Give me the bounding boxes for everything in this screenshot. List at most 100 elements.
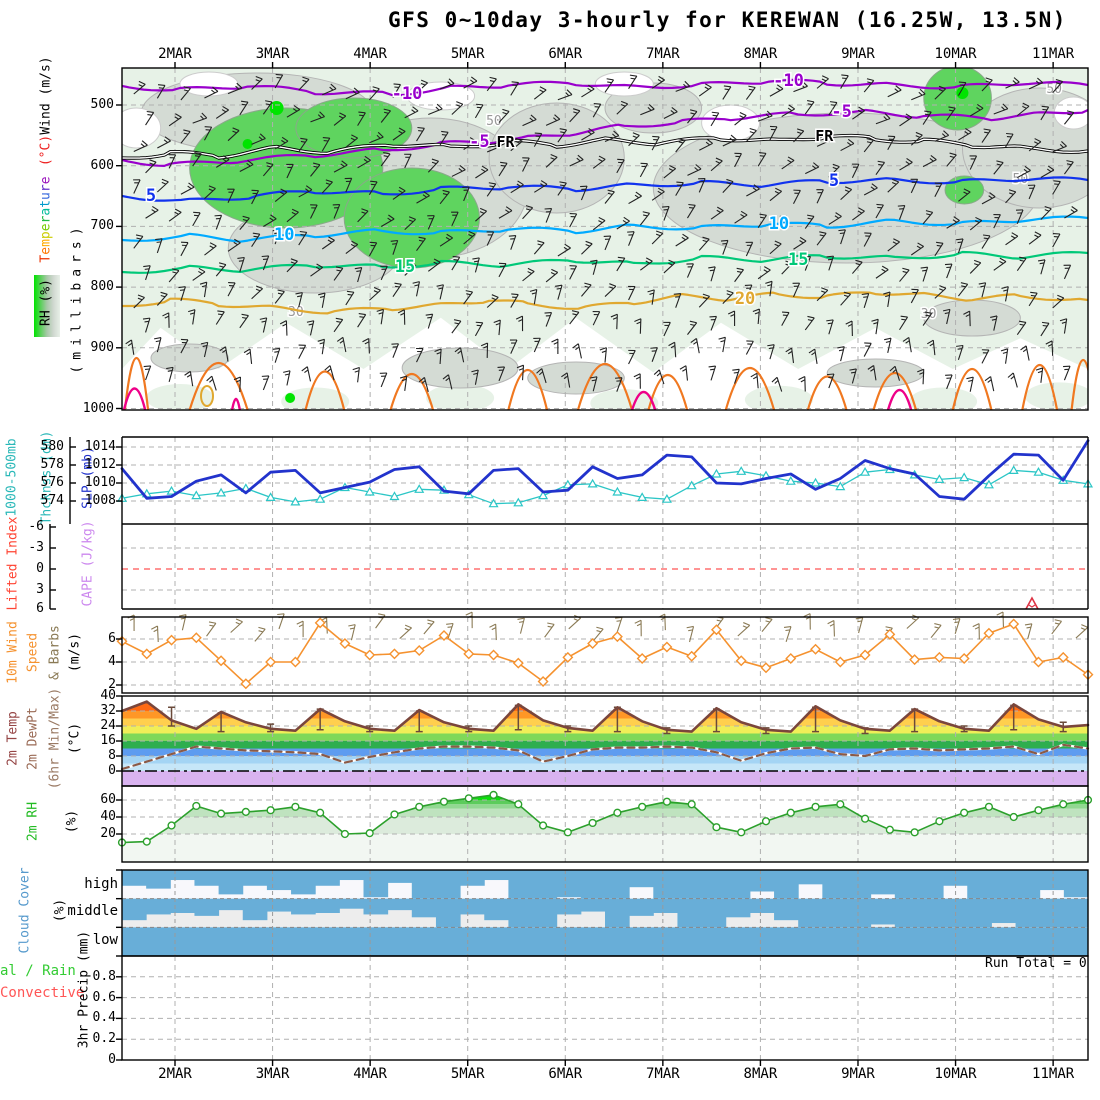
temperature-letter: e	[38, 246, 54, 255]
slp-tick-label: 1010	[84, 475, 116, 490]
slp-tick-label: 1012	[84, 457, 116, 472]
svg-text:50: 50	[486, 114, 502, 129]
thickness-tick-label: 574	[40, 493, 64, 508]
temp-tick-label: 8	[108, 748, 116, 763]
temperature-letter: a	[38, 207, 54, 216]
precip-tick-label: 0.6	[92, 989, 116, 1005]
date-label-bottom: 11MAR	[1032, 1066, 1075, 1082]
pressure-tick-label: 600	[90, 157, 114, 173]
cloud-cover-axis-label: Cloud Cover	[17, 867, 33, 954]
date-label-top: 6MAR	[548, 46, 583, 62]
svg-text:10: 10	[769, 214, 789, 234]
temperature-letter: t	[38, 199, 54, 208]
temperature-letter: u	[38, 192, 54, 200]
temperature-letter: T	[38, 254, 54, 263]
wind-speed-tick-label: 2	[108, 677, 116, 692]
temp-tick-label: 24	[100, 718, 116, 733]
svg-text:30: 30	[288, 305, 304, 320]
page-title: GFS 0~10day 3-hourly for KEREWAN (16.25W…	[388, 8, 1067, 32]
p1-rh-axis-label: RH (%)	[38, 279, 54, 326]
temp-tick-label: 40	[100, 688, 116, 703]
dewpt2m-axis-label: 2m DewPt	[25, 707, 41, 770]
thickness-tick-label: 576	[40, 475, 64, 490]
temperature-letter: r	[38, 215, 54, 224]
rh-legend-gradient	[34, 275, 60, 337]
date-label-bottom: 9MAR	[841, 1066, 875, 1082]
date-label-top: 8MAR	[743, 46, 778, 62]
svg-text:5: 5	[829, 171, 839, 191]
lifted-index-tick-label: 0	[36, 561, 44, 576]
rh-tick-label: 60	[100, 792, 116, 807]
svg-text:FR: FR	[496, 133, 515, 151]
date-label-top: 5MAR	[450, 46, 485, 62]
date-label-top: 3MAR	[255, 46, 290, 62]
svg-text:15: 15	[395, 257, 415, 277]
rh2m-axis-label: 2m RH	[25, 801, 41, 842]
thickness-tick-label: 580	[40, 439, 64, 454]
lifted-index-tick-label: -3	[28, 540, 44, 555]
pressure-tick-label: 1000	[82, 400, 114, 416]
wind-speed-tick-label: 6	[108, 631, 116, 646]
temp-tick-label: 32	[100, 703, 116, 718]
total-rain-label: al / Rain	[0, 963, 76, 979]
precip-tick-label: 0	[108, 1052, 116, 1067]
run-total-label: Run Total = 0	[985, 956, 1087, 971]
temperature-letter: e	[38, 176, 54, 185]
cloud-high-label: high	[84, 876, 118, 892]
pressure-tick-label: 500	[90, 97, 114, 112]
date-label-top: 11MAR	[1032, 46, 1075, 62]
pressure-tick-label: 900	[90, 339, 114, 355]
svg-text:10: 10	[274, 225, 294, 245]
rh-tick-label: 40	[100, 809, 116, 824]
svg-text:FR: FR	[815, 127, 834, 145]
wind-speed-tick-label: 4	[108, 654, 116, 669]
temp2m-axis-label: 2m Temp	[5, 711, 21, 766]
date-label-bottom: 2MAR	[158, 1066, 192, 1082]
date-label-bottom: 5MAR	[450, 1066, 485, 1082]
date-label-bottom: 4MAR	[353, 1066, 387, 1082]
temperature-letter: m	[38, 239, 54, 247]
minmax-axis-label: (6hr Min/Max)	[47, 687, 63, 790]
pressure-tick-label: 700	[90, 218, 114, 234]
temp-tick-label: 0	[108, 763, 116, 778]
p1-millibars-axis-label: (millibars)	[69, 221, 85, 374]
wind10-axis-label-1: 10m Wind	[5, 621, 21, 684]
date-label-top: 4MAR	[353, 46, 387, 62]
temperature-letter: e	[38, 223, 54, 232]
date-label-top: 2MAR	[158, 46, 192, 62]
convective-label: Convective	[0, 985, 85, 1001]
svg-text:15: 15	[788, 250, 808, 270]
temperature-letter: p	[38, 231, 54, 240]
slp-tick-label: 1014	[84, 439, 116, 454]
precip-tick-label: 0.2	[92, 1031, 116, 1047]
date-label-bottom: 10MAR	[934, 1066, 977, 1082]
rh-tick-label: 20	[100, 826, 116, 841]
cloud-low-label: low	[92, 932, 118, 948]
temperature-letter: r	[38, 184, 54, 193]
slp-tick-label: 1008	[84, 493, 116, 508]
svg-text:-10: -10	[392, 84, 423, 104]
svg-text:30: 30	[921, 307, 937, 322]
svg-text:-10: -10	[773, 71, 804, 91]
temp-tick-label: 16	[100, 733, 116, 748]
lifted-index-tick-label: 6	[36, 601, 44, 616]
pressure-tick-label: 800	[90, 279, 114, 295]
svg-text:-5: -5	[831, 102, 851, 122]
cloud-middle-label: middle	[67, 903, 118, 919]
lifted-index-tick-label: -6	[28, 519, 44, 534]
date-label-bottom: 7MAR	[645, 1066, 680, 1082]
precip-tick-label: 0.8	[92, 968, 116, 984]
date-label-bottom: 3MAR	[255, 1066, 290, 1082]
wind10-axis-label-2: Speed	[25, 632, 41, 673]
thickness-tick-label: 578	[40, 457, 64, 472]
precip-tick-label: 0.4	[92, 1010, 116, 1026]
svg-text:-5: -5	[469, 132, 489, 152]
date-label-top: 10MAR	[934, 46, 977, 62]
date-label-top: 7MAR	[645, 46, 680, 62]
cape-axis-label: CAPE (J/kg)	[80, 520, 96, 607]
svg-text:5: 5	[146, 186, 156, 206]
date-label-bottom: 6MAR	[548, 1066, 583, 1082]
svg-text:20: 20	[735, 289, 755, 309]
